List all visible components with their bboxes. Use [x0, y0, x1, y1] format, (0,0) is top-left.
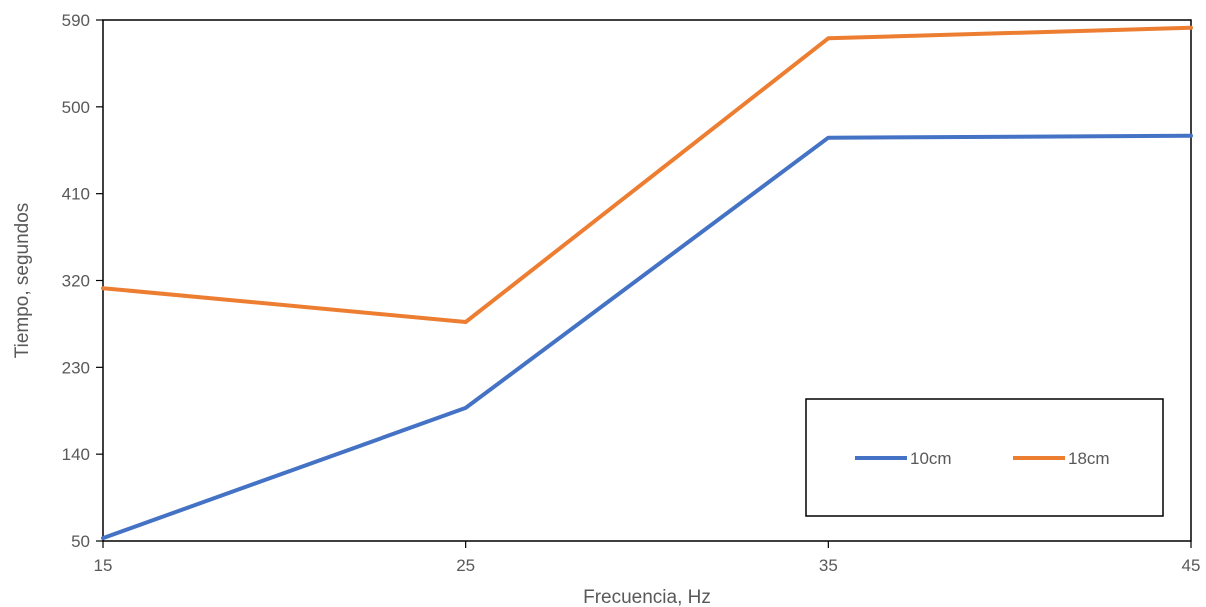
- y-tick-label: 590: [62, 11, 90, 30]
- series-lines: [101, 25, 1193, 541]
- x-tick-label: 45: [1182, 556, 1201, 575]
- x-axis-ticks: 15 25 35 45: [94, 541, 1201, 575]
- legend-label-18cm: 18cm: [1068, 449, 1110, 468]
- y-axis-title: Tiempo, segundos: [12, 203, 33, 359]
- x-tick-label: 15: [94, 556, 113, 575]
- y-tick-label: 410: [62, 185, 90, 204]
- y-tick-label: 140: [62, 445, 90, 464]
- x-tick-label: 25: [456, 556, 475, 575]
- y-tick-label: 320: [62, 272, 90, 291]
- legend-label-10cm: 10cm: [910, 449, 952, 468]
- y-tick-label: 230: [62, 358, 90, 377]
- y-tick-label: 50: [71, 532, 90, 551]
- series-line-10cm: [101, 133, 1193, 541]
- x-axis-title: Frecuencia, Hz: [583, 587, 711, 607]
- legend: 10cm 18cm: [805, 398, 1164, 517]
- y-axis-ticks: 50 140 230 320 410 500 590: [62, 11, 103, 551]
- y-tick-label: 500: [62, 98, 90, 117]
- series-line-18cm: [101, 25, 1193, 324]
- x-tick-label: 35: [819, 556, 838, 575]
